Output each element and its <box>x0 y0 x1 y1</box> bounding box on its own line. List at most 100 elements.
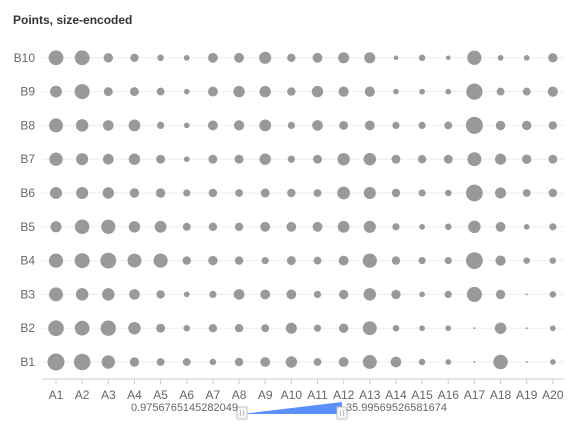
data-point[interactable] <box>234 357 244 367</box>
data-point[interactable] <box>100 320 116 336</box>
data-point[interactable] <box>128 153 141 165</box>
data-point[interactable] <box>155 188 166 198</box>
data-point[interactable] <box>207 120 218 131</box>
data-point[interactable] <box>337 152 350 166</box>
data-point[interactable] <box>495 153 507 165</box>
data-point[interactable] <box>233 120 245 131</box>
data-point[interactable] <box>209 290 217 299</box>
data-point[interactable] <box>287 53 296 62</box>
data-point[interactable] <box>313 189 322 197</box>
data-point[interactable] <box>76 153 89 166</box>
data-point[interactable] <box>419 325 425 332</box>
data-point[interactable] <box>129 289 140 300</box>
data-point[interactable] <box>101 219 116 234</box>
data-point[interactable] <box>48 320 64 336</box>
data-point[interactable] <box>287 155 295 163</box>
data-point[interactable] <box>183 54 190 61</box>
data-point[interactable] <box>391 289 401 300</box>
data-point[interactable] <box>525 327 528 330</box>
data-point[interactable] <box>49 186 63 200</box>
data-point[interactable] <box>287 87 296 96</box>
data-point[interactable] <box>548 154 558 164</box>
data-point[interactable] <box>75 288 89 301</box>
data-point[interactable] <box>156 323 166 333</box>
data-point[interactable] <box>103 87 113 97</box>
data-point[interactable] <box>525 293 528 296</box>
data-point[interactable] <box>391 154 401 164</box>
data-point[interactable] <box>128 221 141 233</box>
data-point[interactable] <box>183 189 191 197</box>
data-point[interactable] <box>466 83 483 100</box>
data-point[interactable] <box>157 54 164 62</box>
data-point[interactable] <box>362 253 377 268</box>
data-point[interactable] <box>234 52 244 63</box>
data-point[interactable] <box>363 288 377 301</box>
data-point[interactable] <box>183 88 190 95</box>
data-point[interactable] <box>183 122 190 129</box>
data-point[interactable] <box>234 256 244 265</box>
data-point[interactable] <box>363 186 376 200</box>
data-point[interactable] <box>418 256 426 265</box>
data-point[interactable] <box>522 154 532 164</box>
data-point[interactable] <box>130 87 139 97</box>
data-point[interactable] <box>392 223 400 231</box>
data-point[interactable] <box>182 256 191 265</box>
data-point[interactable] <box>208 222 218 231</box>
data-point[interactable] <box>495 187 507 199</box>
data-point[interactable] <box>183 291 190 298</box>
data-point[interactable] <box>392 121 400 130</box>
data-point[interactable] <box>444 256 452 265</box>
data-point[interactable] <box>497 54 504 61</box>
data-point[interactable] <box>312 221 323 232</box>
data-point[interactable] <box>418 189 426 197</box>
data-point[interactable] <box>259 153 271 165</box>
data-point[interactable] <box>208 154 218 164</box>
data-point[interactable] <box>209 358 217 366</box>
data-point[interactable] <box>466 286 482 302</box>
data-point[interactable] <box>363 220 376 233</box>
data-point[interactable] <box>419 223 425 230</box>
data-point[interactable] <box>287 121 295 130</box>
data-point[interactable] <box>47 353 65 371</box>
data-point[interactable] <box>100 252 117 269</box>
data-point[interactable] <box>418 358 426 366</box>
data-point[interactable] <box>75 119 89 132</box>
data-point[interactable] <box>523 223 530 230</box>
data-point[interactable] <box>101 355 115 369</box>
data-point[interactable] <box>128 321 141 335</box>
data-point[interactable] <box>235 189 243 197</box>
data-point[interactable] <box>467 50 482 65</box>
data-point[interactable] <box>417 155 427 164</box>
data-point[interactable] <box>207 52 218 63</box>
data-point[interactable] <box>128 119 141 132</box>
data-point[interactable] <box>337 186 351 200</box>
data-point[interactable] <box>523 54 530 61</box>
data-point[interactable] <box>548 188 558 198</box>
data-point[interactable] <box>445 88 452 95</box>
data-point[interactable] <box>156 121 165 130</box>
data-point[interactable] <box>287 188 296 198</box>
data-point[interactable] <box>49 118 63 133</box>
data-point[interactable] <box>338 52 350 64</box>
data-point[interactable] <box>234 154 244 164</box>
data-point[interactable] <box>523 257 530 264</box>
data-point[interactable] <box>233 289 245 300</box>
data-point[interactable] <box>495 289 506 300</box>
data-point[interactable] <box>50 221 62 233</box>
data-point[interactable] <box>364 120 375 131</box>
data-point[interactable] <box>313 324 322 332</box>
data-point[interactable] <box>74 320 90 336</box>
data-point[interactable] <box>363 152 377 166</box>
data-point[interactable] <box>48 253 64 268</box>
data-point[interactable] <box>313 290 322 299</box>
data-point[interactable] <box>525 361 528 363</box>
data-point[interactable] <box>49 287 63 302</box>
data-point[interactable] <box>182 358 191 366</box>
data-point[interactable] <box>337 220 350 233</box>
data-point[interactable] <box>286 289 297 300</box>
data-point[interactable] <box>391 188 401 198</box>
data-point[interactable] <box>549 257 557 264</box>
data-point[interactable] <box>261 324 270 333</box>
data-point[interactable] <box>548 53 558 63</box>
data-point[interactable] <box>393 55 399 61</box>
